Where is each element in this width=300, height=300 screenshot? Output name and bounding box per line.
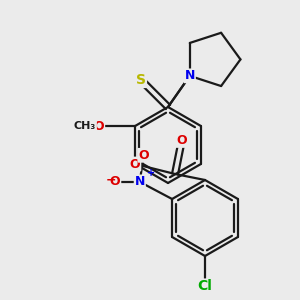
Text: CH₃: CH₃ xyxy=(74,121,96,131)
Text: O: O xyxy=(94,119,104,133)
Text: O: O xyxy=(138,149,149,162)
Text: Cl: Cl xyxy=(198,279,212,293)
Text: O: O xyxy=(130,158,140,170)
Text: O: O xyxy=(176,134,187,147)
Text: −: − xyxy=(106,174,117,187)
Text: N: N xyxy=(135,176,145,188)
Text: N: N xyxy=(184,69,195,82)
Text: +: + xyxy=(147,168,155,178)
Text: O: O xyxy=(110,176,120,188)
Text: S: S xyxy=(136,73,146,87)
